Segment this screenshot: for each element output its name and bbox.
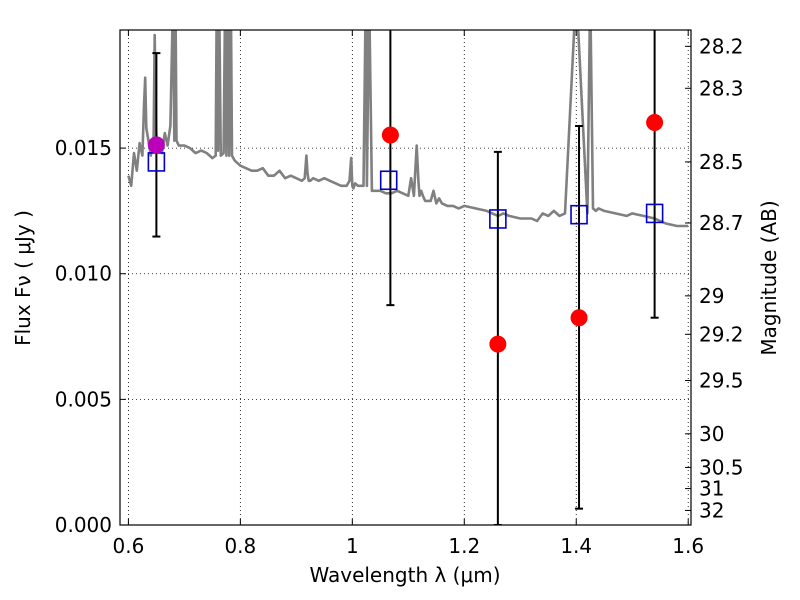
model-square-marker bbox=[379, 170, 398, 191]
model-square-marker bbox=[570, 204, 588, 225]
observed-point-marker bbox=[570, 309, 588, 327]
spectrum-line bbox=[127, 30, 689, 228]
y-tick-label: 0.000 bbox=[55, 513, 112, 537]
x-tick-label: 1 bbox=[346, 534, 359, 558]
observed-point-marker bbox=[147, 136, 165, 154]
x-axis-title: Wavelength λ (μm) bbox=[309, 563, 500, 587]
model-square-marker bbox=[489, 209, 507, 229]
magnitude-tick-label: 28.5 bbox=[699, 150, 744, 174]
observed-point-marker bbox=[646, 113, 664, 131]
magnitude-tick-label: 28.7 bbox=[699, 211, 744, 235]
observed-point-marker bbox=[381, 126, 399, 144]
magnitude-tick-label: 29.2 bbox=[699, 322, 744, 346]
magnitude-tick-label: 30 bbox=[699, 422, 724, 446]
y-tick-label: 0.005 bbox=[55, 387, 112, 411]
y2-axis-title: Magnitude (AB) bbox=[757, 200, 781, 355]
y-tick-label: 0.015 bbox=[55, 136, 112, 160]
x-tick-label: 0.6 bbox=[112, 534, 144, 558]
grid bbox=[120, 30, 691, 526]
x-tick-label: 1.2 bbox=[448, 534, 480, 558]
x-tick-label: 0.8 bbox=[224, 534, 256, 558]
data-layer bbox=[127, 30, 689, 525]
magnitude-tick-label: 28.2 bbox=[699, 34, 744, 58]
x-tick-label: 1.6 bbox=[672, 534, 704, 558]
ticks bbox=[120, 30, 691, 526]
plot-frame bbox=[119, 29, 692, 526]
magnitude-tick-label: 28.3 bbox=[699, 76, 744, 100]
observed-point-marker bbox=[489, 335, 507, 353]
magnitude-tick-label: 32 bbox=[699, 498, 724, 522]
x-tick-label: 1.4 bbox=[560, 534, 592, 558]
y-axis-title: Flux Fν ( μJy ) bbox=[11, 210, 35, 346]
magnitude-tick-label: 29 bbox=[699, 284, 724, 308]
model-square-marker bbox=[645, 203, 664, 224]
magnitude-tick-label: 30.5 bbox=[699, 455, 744, 479]
magnitude-tick-label: 31 bbox=[699, 477, 724, 501]
y-tick-label: 0.010 bbox=[55, 262, 112, 286]
magnitude-tick-label: 29.5 bbox=[699, 369, 744, 393]
tick-labels: 0.6 0.8 1 1.2 1.4 1.6 0.000 0.005 0.010 0.015 28.2… bbox=[55, 34, 744, 558]
